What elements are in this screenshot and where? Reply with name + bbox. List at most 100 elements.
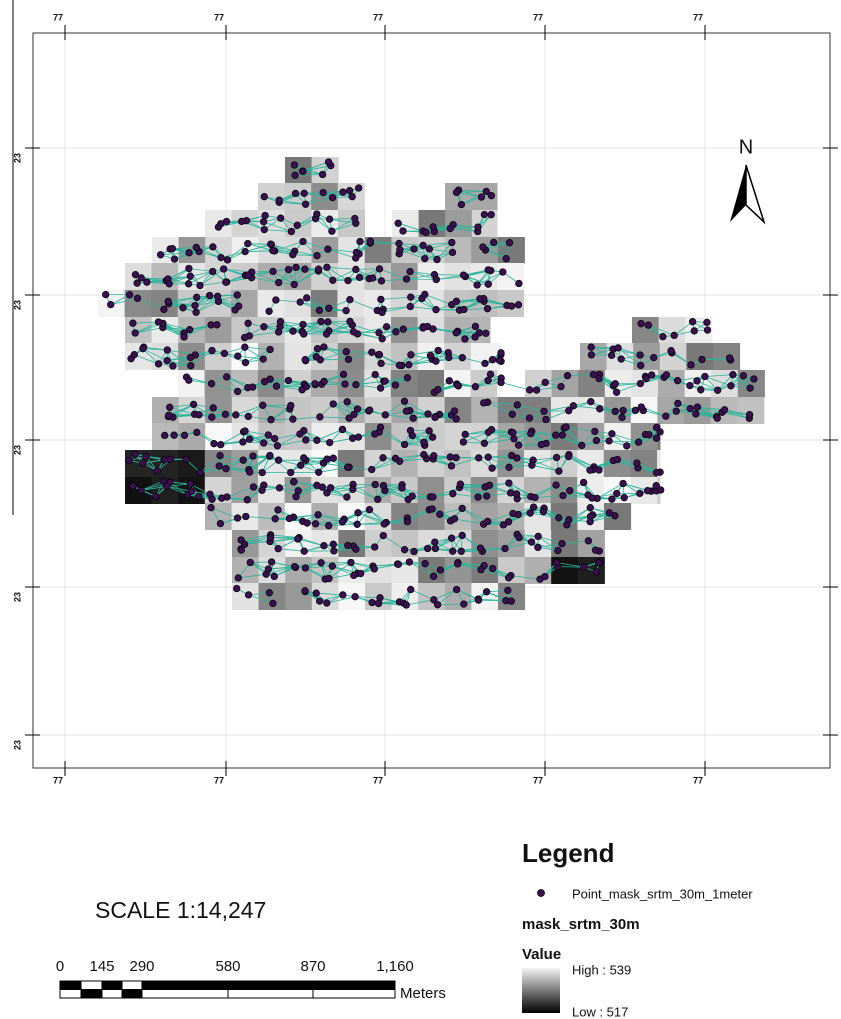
point	[209, 496, 216, 503]
point	[292, 172, 299, 179]
point	[460, 439, 467, 446]
point	[509, 411, 516, 418]
point	[555, 547, 562, 554]
point	[435, 386, 442, 393]
point	[185, 281, 192, 288]
point	[408, 352, 415, 359]
point	[260, 402, 267, 409]
point	[638, 320, 645, 327]
point	[155, 319, 162, 326]
point	[277, 215, 284, 222]
point	[728, 383, 735, 390]
point	[267, 452, 274, 459]
point	[593, 437, 600, 444]
point	[326, 439, 333, 446]
point	[344, 494, 351, 501]
point	[475, 455, 482, 462]
point	[637, 362, 644, 369]
point	[130, 483, 137, 490]
point	[194, 429, 201, 436]
point	[409, 493, 416, 500]
point	[689, 318, 696, 325]
point	[330, 455, 337, 462]
point	[320, 189, 327, 196]
point	[331, 548, 338, 555]
raster-cell	[338, 210, 365, 237]
point	[485, 429, 492, 436]
point	[606, 438, 613, 445]
point	[653, 469, 660, 476]
point	[483, 493, 490, 500]
point	[663, 413, 670, 420]
point	[643, 375, 650, 382]
point	[297, 299, 304, 306]
point	[565, 453, 572, 460]
point	[435, 347, 442, 354]
point	[593, 569, 600, 576]
point	[500, 269, 507, 276]
point	[478, 194, 485, 201]
point	[482, 360, 489, 367]
raster-cell	[205, 343, 232, 370]
point	[453, 586, 460, 593]
point	[330, 401, 337, 408]
point	[260, 440, 267, 447]
point	[553, 482, 560, 489]
point	[181, 432, 188, 439]
point	[458, 201, 465, 208]
point	[344, 399, 351, 406]
point	[223, 374, 230, 381]
raster-cell	[285, 343, 312, 370]
point	[453, 189, 460, 196]
point	[462, 431, 469, 438]
point	[483, 330, 490, 337]
point	[186, 265, 193, 272]
point	[434, 256, 441, 263]
point	[528, 430, 535, 437]
point	[542, 573, 549, 580]
point	[165, 298, 172, 305]
point	[454, 561, 461, 568]
point	[543, 416, 550, 423]
point	[508, 452, 515, 459]
point	[556, 468, 563, 475]
point	[339, 426, 346, 433]
point	[596, 406, 603, 413]
point	[376, 330, 383, 337]
point	[347, 318, 354, 325]
point	[242, 428, 249, 435]
point	[558, 383, 565, 390]
point	[245, 240, 252, 247]
point	[431, 597, 438, 604]
point	[410, 415, 417, 422]
point	[313, 590, 320, 597]
point	[510, 429, 517, 436]
point	[459, 505, 466, 512]
point	[196, 412, 203, 419]
point	[500, 522, 507, 529]
bottom-label: 77	[214, 775, 224, 785]
point	[377, 385, 384, 392]
point	[240, 439, 247, 446]
point	[472, 383, 479, 390]
point	[474, 282, 481, 289]
point	[214, 322, 221, 329]
point	[620, 407, 627, 414]
point	[515, 442, 522, 449]
point	[324, 490, 331, 497]
point	[324, 456, 331, 463]
point	[314, 345, 321, 352]
point	[270, 600, 277, 607]
point	[271, 435, 278, 442]
point	[271, 573, 278, 580]
point	[319, 171, 326, 178]
scale-unit: Meters	[400, 985, 446, 1002]
north-label: N	[739, 136, 753, 158]
point	[164, 483, 171, 490]
scale-seg	[122, 990, 142, 999]
point	[559, 432, 566, 439]
point	[613, 389, 620, 396]
point	[481, 440, 488, 447]
point	[356, 274, 363, 281]
point	[302, 588, 309, 595]
